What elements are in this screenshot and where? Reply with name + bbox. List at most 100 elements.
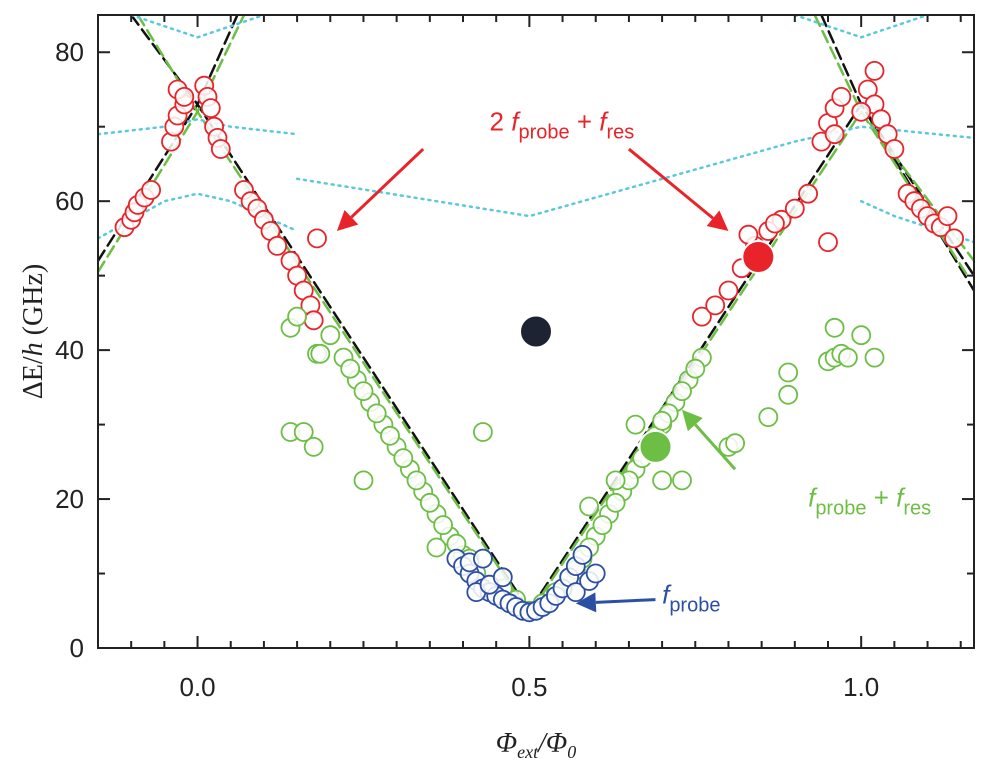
annotation-part: + [570,106,600,136]
annotation-part: f [808,483,818,513]
data-point-red [174,87,195,107]
data-point-blue [585,563,606,584]
data-point-red [818,232,838,253]
theory-curve-cyan-dotted [98,118,299,136]
annotation-part: f [599,106,609,136]
annotation-blue-label: fprobe [662,579,720,616]
arrow-head-red [706,210,729,231]
data-point-green [340,358,361,379]
data-point-blue [565,582,586,602]
data-point-red [141,180,162,200]
data-point-green [778,362,799,383]
data-point-green [685,358,706,379]
y-tick-label: 60 [55,186,84,216]
highlight-point-green [638,429,673,464]
data-points [114,61,964,623]
annotation-part: f [511,106,521,136]
data-point-green [851,325,872,346]
annotation-part: f [896,483,906,513]
theory-curve-cyan-dotted [793,15,929,39]
highlighted-points [519,240,776,464]
data-point-green [303,436,324,457]
x-tick-label: 0.0 [179,672,215,702]
data-point-green [838,347,858,368]
data-point-green [353,381,374,402]
plot-frame [97,14,975,649]
annotation-part: res [903,498,931,520]
data-point-red [210,139,231,159]
data-point-green [864,347,885,368]
data-point-red [303,310,324,331]
data-point-green [605,492,626,513]
data-point-green [426,537,447,558]
data-point-red [864,61,885,81]
annotation-part: f [662,579,672,609]
data-point-red [765,213,785,234]
highlight-point-dark_marker [519,314,553,349]
data-point-green [310,343,331,364]
data-point-red [200,98,221,118]
axis-labels: Φext/Φ0 ΔE/h (GHz) [18,264,576,762]
data-point-green [778,384,799,405]
y-tick-label: 0 [70,633,84,663]
data-point-green [366,403,387,424]
annotation-green-label: fprobe + fres [808,483,931,520]
axis-ticks: 0.0 0.5 1.0 0 20 40 60 80 [55,15,974,702]
data-point-green [353,470,374,491]
data-point-green [652,470,672,491]
data-point-green [419,492,440,513]
data-point-green [393,448,414,469]
y-tick-label: 40 [55,335,84,365]
x-axis-label: Φext/Φ0 [496,728,576,762]
data-point-red [824,124,845,145]
data-point-red [692,306,712,327]
y-axis-label: ΔE/h (GHz) [18,264,49,399]
data-point-green [605,470,626,491]
annotation-part: + [866,483,896,513]
annotation-part: 2 [490,106,512,136]
theory-curve-cyan-dotted [295,125,974,218]
annotation-arrows [336,147,737,613]
data-point-green [592,515,613,535]
data-point-green [652,410,672,431]
data-point-red [937,206,958,227]
data-point-red [851,101,872,122]
annotation-part: probe [518,121,569,143]
data-point-green [824,317,845,338]
data-point-red [944,228,964,249]
theory-curve-green-dashed [136,15,974,616]
data-point-blue [572,545,593,565]
data-point-green [579,496,599,517]
arrow-shaft-red [627,147,714,220]
y-tick-label: 80 [55,37,84,67]
data-point-red [831,87,852,107]
data-point-green [320,325,341,346]
theory-curve-black-dashed [129,15,974,614]
x-tick-label: 0.5 [511,672,547,702]
arrow-shaft-green [694,423,737,471]
data-point-red [884,139,905,159]
arrow-head-green [682,409,703,432]
annotation-part: probe [815,498,866,520]
data-point-red [718,280,739,301]
data-point-green [672,381,692,402]
highlight-point-red [741,240,776,274]
data-point-red [705,295,726,316]
data-point-green [758,407,779,428]
arrow-shaft-red [350,147,425,219]
data-point-red [307,228,327,249]
data-point-green [287,306,308,327]
data-point-green [672,470,692,491]
arrow-shaft-blue [595,598,656,604]
arrow-head-red [336,209,359,231]
data-point-green [625,414,646,435]
data-point-green [725,433,745,454]
data-point-green [380,425,400,446]
annotation-red-label: 2 fprobe + fres [490,106,635,143]
arrow-head-blue [575,592,597,613]
annotation-part: res [606,121,634,143]
data-point-green [472,422,493,442]
data-point-green [293,422,314,442]
